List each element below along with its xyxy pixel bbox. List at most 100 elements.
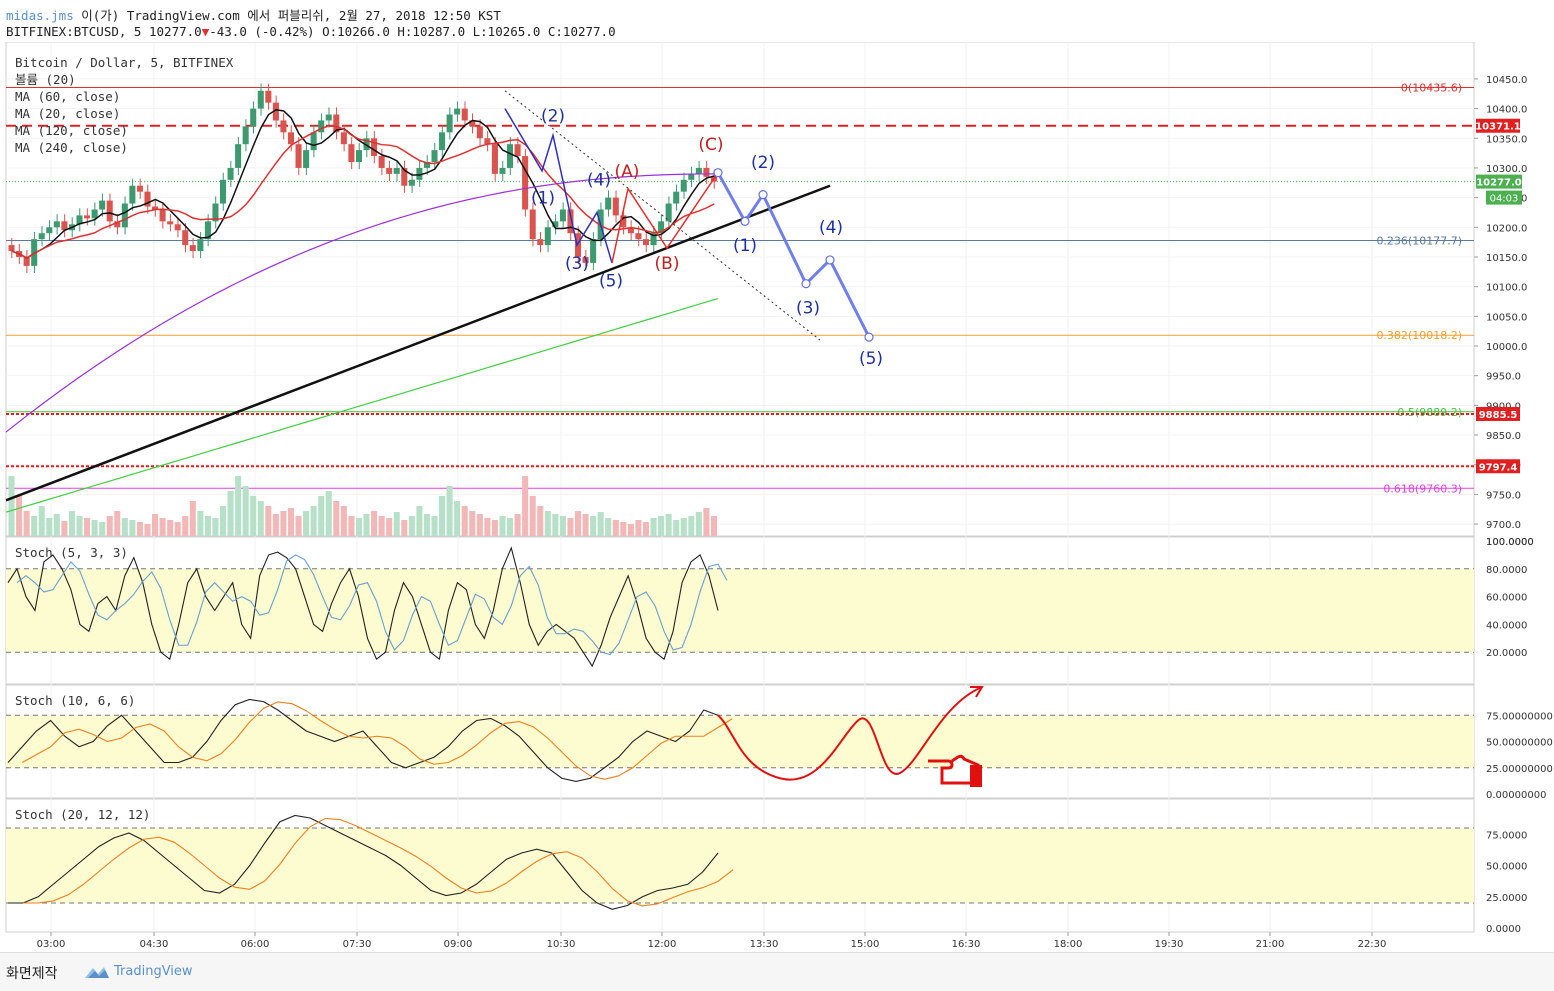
- candle-body: [514, 144, 521, 157]
- candle-body: [559, 209, 566, 222]
- candle-body: [454, 108, 461, 115]
- projection-point: [740, 216, 750, 226]
- candle-body: [461, 108, 468, 121]
- volume-bar: [61, 521, 68, 536]
- candle-body: [182, 230, 189, 246]
- volume-bar: [144, 524, 151, 536]
- candle-body: [340, 132, 347, 145]
- osc-tick-label: 50.00000000: [1486, 738, 1553, 749]
- candle-body: [31, 239, 38, 266]
- osc-tick-label: 80.0000: [1486, 565, 1527, 576]
- price-tick-label: 10200.0: [1486, 223, 1527, 234]
- volume-bar: [574, 511, 582, 536]
- candle-body: [46, 227, 53, 234]
- wave-label-blue: (3): [565, 254, 589, 274]
- candle-body: [197, 239, 204, 252]
- volume-bar: [627, 524, 634, 536]
- stoch-d-line: [16, 554, 728, 656]
- price-change: -43.0 (-0.42%): [209, 24, 315, 39]
- candle-body: [590, 239, 597, 263]
- price-tick-label: 9900.0: [1486, 401, 1521, 412]
- price-tick-label: 9950.0: [1486, 372, 1521, 383]
- price-chart[interactable]: 10450.010400.010350.010300.010250.010200…: [0, 42, 1554, 950]
- volume-bar: [129, 520, 136, 536]
- author-name[interactable]: midas.jms: [6, 8, 74, 23]
- candle-body: [189, 245, 196, 252]
- fib-label: 0.618(9760.3): [1383, 482, 1462, 495]
- osc-tick-label: 0.0000: [1486, 924, 1521, 935]
- wave-path-red: [611, 172, 719, 264]
- time-tick-label: 19:30: [1155, 939, 1184, 950]
- time-tick-label: 21:00: [1256, 939, 1285, 950]
- level-badge: [1476, 118, 1520, 133]
- ma60-line: [11, 125, 715, 259]
- volume-bar: [159, 518, 166, 536]
- time-tick-label: 13:30: [750, 939, 779, 950]
- legend-entry: MA (60, close): [15, 89, 120, 104]
- volume-bar: [76, 516, 83, 536]
- volume-bar: [537, 506, 544, 536]
- candle-body: [605, 197, 612, 210]
- price-tick-label: 10150.0: [1486, 253, 1527, 264]
- projection-point: [758, 190, 768, 200]
- price-badge-value: 10277.0: [1476, 178, 1522, 189]
- time-tick-label: 12:00: [648, 939, 677, 950]
- legend-entry: MA (120, close): [15, 123, 128, 138]
- candle-body: [401, 167, 408, 186]
- volume-bar: [499, 516, 506, 536]
- ma240-line: [5, 297, 719, 513]
- candle-body: [325, 114, 332, 121]
- volume-bar: [355, 518, 362, 536]
- volume-bar: [46, 518, 53, 536]
- candle-body: [61, 221, 68, 231]
- candle-body: [522, 156, 529, 210]
- wave-label-blue: (1): [531, 189, 555, 209]
- projection-point: [713, 168, 723, 178]
- time-tick-label: 15:00: [851, 939, 880, 950]
- level-label: 10371.1: [1475, 122, 1521, 133]
- candle-body: [114, 221, 121, 228]
- volume-bar: [469, 511, 476, 536]
- legend-entry: 볼륨 (20): [15, 72, 76, 87]
- volume-bar: [484, 518, 491, 536]
- candle-body: [348, 144, 355, 162]
- volume-bar: [597, 512, 604, 536]
- volume-bar: [152, 514, 159, 536]
- volume-bar: [439, 496, 446, 536]
- volume-bar: [582, 514, 589, 536]
- candle-body: [106, 200, 113, 222]
- main-panel: [5, 42, 1475, 537]
- candle-body: [219, 179, 227, 204]
- time-tick-label: 03:00: [37, 939, 66, 950]
- oscillator-title: Stoch (20, 12, 12): [15, 807, 150, 822]
- candle-body: [393, 167, 400, 174]
- stoch-k-line: [7, 546, 719, 668]
- price-tick-label: 10450.0: [1486, 75, 1527, 86]
- candle-body: [287, 132, 295, 145]
- publish-text: 이(가) TradingView.com 에서 퍼블리쉬, 2월 27, 201…: [81, 8, 501, 23]
- candle-body: [567, 209, 574, 234]
- last-price: 10277.0: [149, 24, 202, 39]
- volume-bar: [136, 522, 143, 536]
- candle-body: [544, 227, 551, 246]
- tradingview-logo-icon[interactable]: [84, 964, 110, 980]
- footer-brand[interactable]: TradingView: [114, 964, 193, 979]
- candle-body: [491, 144, 498, 174]
- volume-bar: [461, 506, 468, 536]
- osc-tick-label: 25.0000: [1486, 893, 1527, 904]
- candle-body: [280, 120, 287, 133]
- osc-tick-label: 50.0000: [1486, 862, 1527, 873]
- volume-bar: [38, 506, 45, 536]
- legend-entry: Bitcoin / Dollar, 5, BITFINEX: [15, 55, 234, 70]
- stoch-k-line: [7, 698, 719, 782]
- legend-entry: MA (240, close): [15, 140, 128, 155]
- candle-body: [431, 150, 438, 162]
- volume-bar: [371, 511, 378, 536]
- volume-bar: [635, 520, 642, 536]
- volume-bar: [257, 501, 264, 536]
- projection-label: (2): [751, 153, 775, 173]
- volume-bar: [401, 520, 408, 536]
- osc-tick-label: 60.0000: [1486, 593, 1527, 604]
- candle-body: [38, 233, 45, 240]
- volume-bar: [167, 520, 174, 536]
